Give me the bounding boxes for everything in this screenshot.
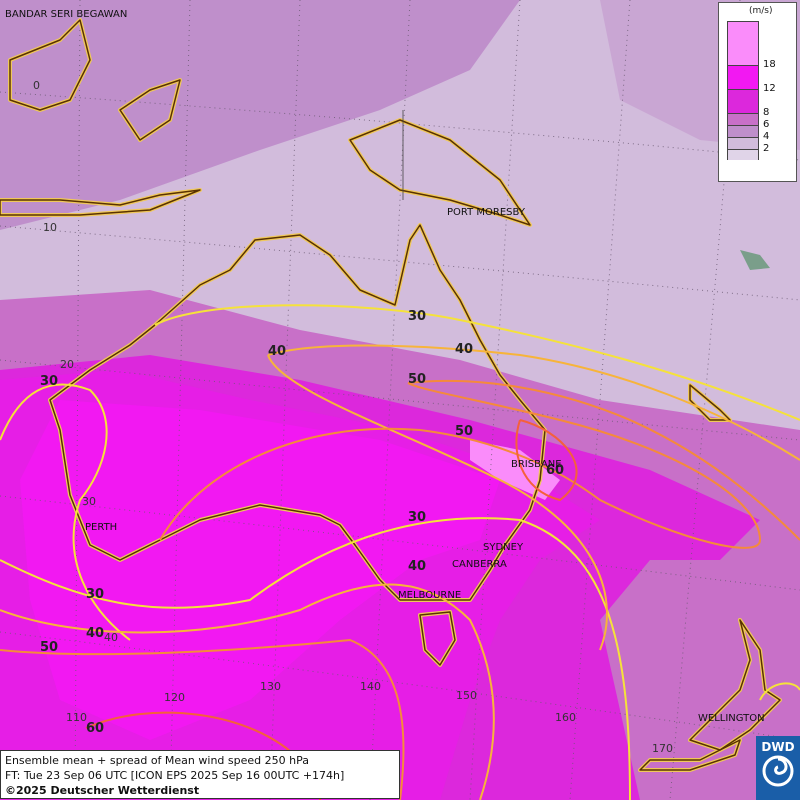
city-labels: BANDAR SERI BEGAWAN PORT MORESBY BRISBANE P… [5,9,765,724]
legend-tick-label: 18 [763,59,776,70]
isotach-label: 50 [455,424,473,439]
graticule-label: 40 [104,631,118,644]
isotach-label: 50 [408,372,426,387]
isotach-label: 40 [268,344,286,359]
graticule-label: 30 [82,495,96,508]
isotach-label: 50 [40,640,58,655]
legend-bin [727,149,759,160]
graticule-label: 140 [360,680,381,693]
graticule-label: 10 [43,221,57,234]
legend-tick-label: 8 [763,107,770,118]
coastlines [0,18,782,772]
isotach-50-sw [0,638,405,800]
city-label: MELBOURNE [398,590,461,601]
city-label: WELLINGTON [698,713,765,724]
dwd-logo-text: DWD [761,740,795,754]
isotach-label: 30 [408,309,426,324]
graticule-label: 0 [33,79,40,92]
graticule-label: 130 [260,680,281,693]
isotach-label: 60 [546,463,564,478]
city-label: PERTH [85,522,117,533]
legend-tick-label: 6 [763,119,770,130]
isotach-40-north [267,344,800,461]
isotach-label: 40 [408,559,426,574]
city-label: PORT MORESBY [447,207,526,218]
isotach-label: 40 [86,626,104,641]
city-label: BANDAR SERI BEGAWAN [5,9,127,20]
isotach-label: 30 [408,510,426,525]
isotach-30-west [0,383,131,641]
dwd-logo: DWD [756,736,800,800]
color-scale-legend: (m/s) 18 12 8 6 4 2 [718,2,797,182]
isotach-30-north [154,304,800,421]
legend-bin [727,65,759,90]
isotach-40-loop [267,354,608,651]
legend-tick-label: 12 [763,83,776,94]
isotach-label: 40 [455,342,473,357]
legend-bin [727,113,759,126]
info-title: Ensemble mean + spread of Mean wind spee… [5,754,309,767]
city-label: SYDNEY [483,542,524,553]
graticule-label: 120 [164,691,185,704]
info-copyright: ©2025 Deutscher Wetterdienst [5,784,200,797]
graticule-label: 150 [456,689,477,702]
city-label: CANBERRA [452,559,507,570]
isotach-50-ne [407,379,800,541]
dwd-swirl-icon [762,755,794,787]
legend-bin [727,125,759,138]
info-forecast-time: FT: Tue 23 Sep 06 UTC [ICON EPS 2025 Sep… [5,769,345,782]
isotach-30-nz [759,682,800,701]
isotach-40-sw [0,583,495,800]
legend-tick-label: 4 [763,131,770,142]
info-box: Ensemble mean + spread of Mean wind spee… [0,750,400,799]
graticule-label: 160 [555,711,576,724]
legend-bin [727,137,759,150]
isotach-60-core [515,419,578,502]
legend-bin [727,21,759,66]
isotachs [0,304,800,800]
isotach-50-core [159,382,762,549]
isotach-label: 30 [40,374,58,389]
graticule-label: 110 [66,711,87,724]
graticule-label: 170 [652,742,673,755]
legend-unit: (m/s) [749,6,773,16]
city-label: BRISBANE [511,459,562,470]
graticule-label: 20 [60,358,74,371]
isotach-30-south [0,517,631,800]
legend-tick-label: 2 [763,143,770,154]
isotach-label: 30 [86,587,104,602]
legend-bin [727,89,759,114]
isotach-label: 60 [86,721,104,736]
